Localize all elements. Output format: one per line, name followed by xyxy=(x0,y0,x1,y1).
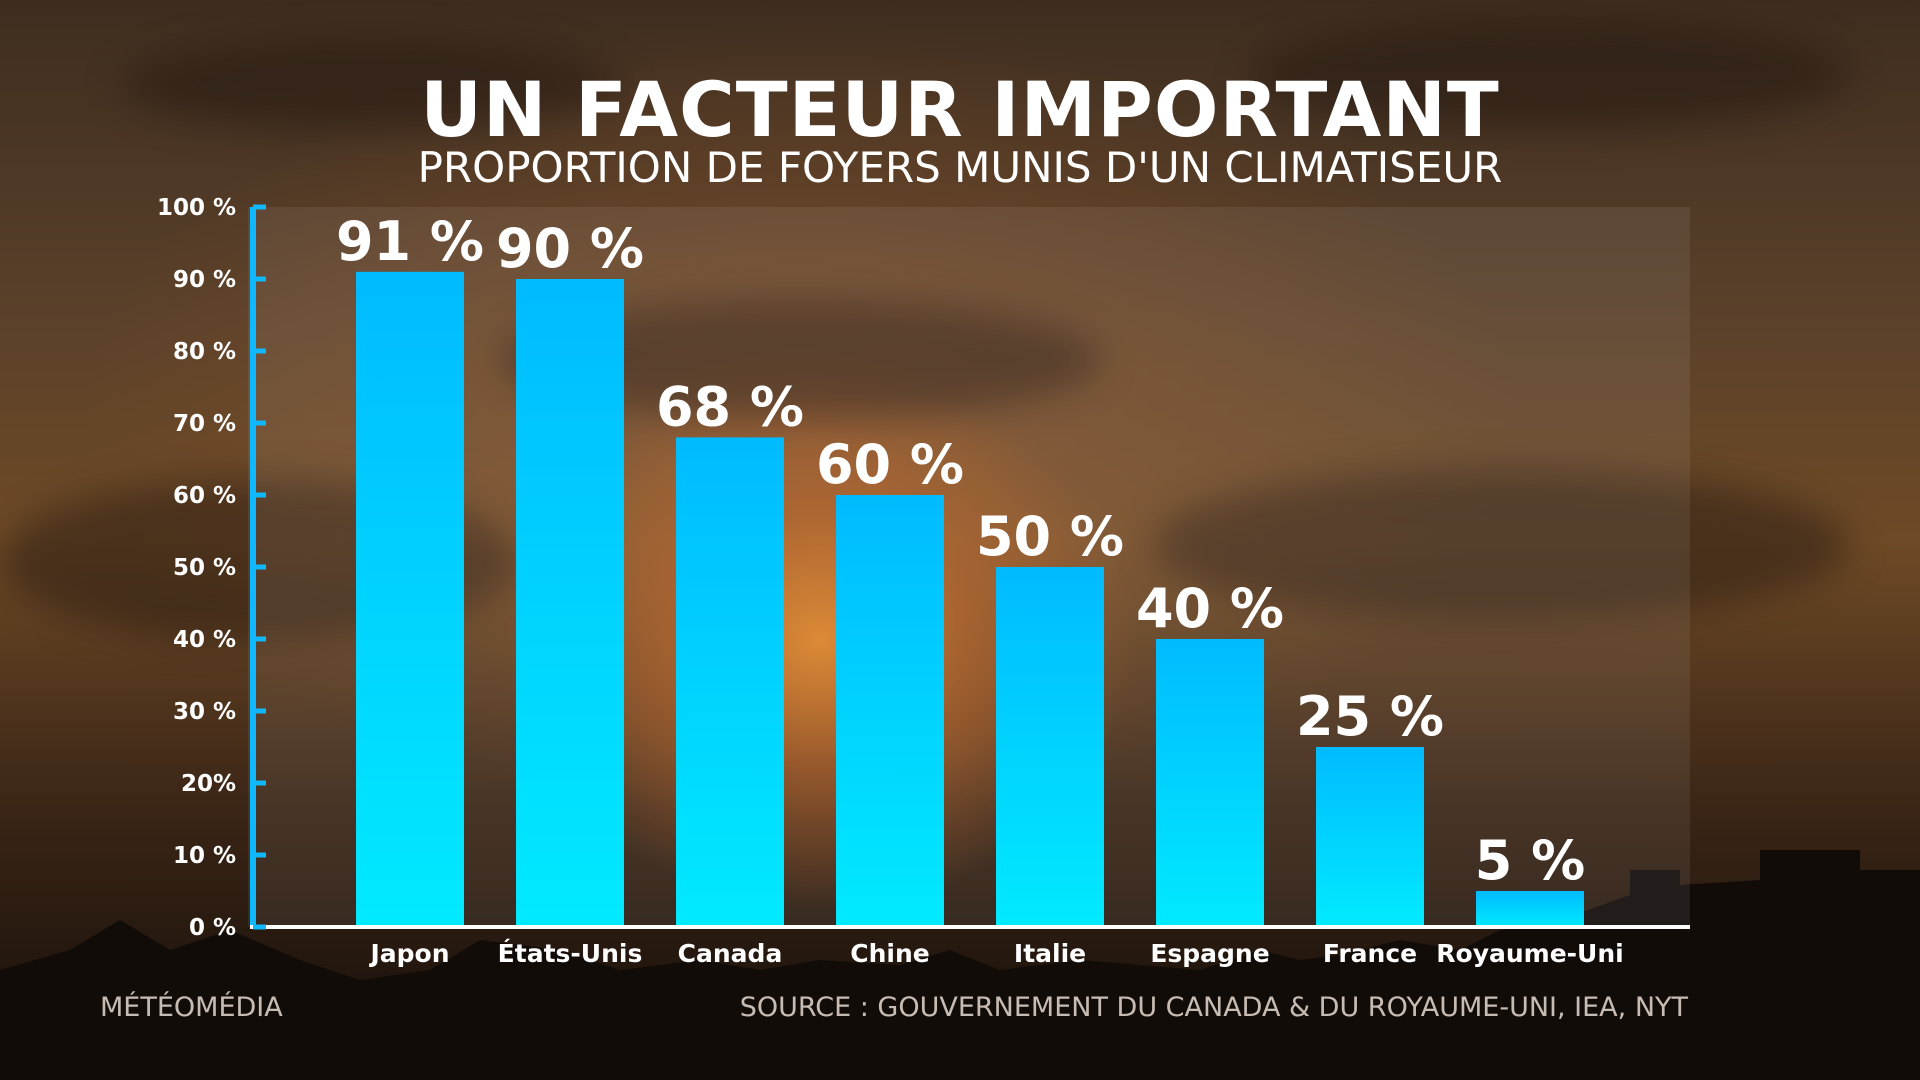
cloud-shape xyxy=(1250,20,1850,130)
bar-value-label: 50 % xyxy=(976,505,1124,568)
x-category-label: Espagne xyxy=(1150,939,1269,968)
bar-japon xyxy=(356,271,464,927)
bar-value-label: 68 % xyxy=(656,375,804,438)
x-category-label: Royaume-Uni xyxy=(1436,939,1623,968)
cloud-shape xyxy=(120,40,620,130)
bar-canada xyxy=(676,437,784,927)
bar-italie xyxy=(996,567,1104,927)
source-credit: SOURCE : GOUVERNEMENT DU CANADA & DU ROY… xyxy=(739,992,1688,1023)
x-category-label: Japon xyxy=(368,939,449,968)
bar-chine xyxy=(836,495,944,927)
bar-value-label: 90 % xyxy=(496,217,644,280)
bar--tats-unis xyxy=(516,279,624,927)
bar-france xyxy=(1316,747,1424,927)
y-tick-label: 70 % xyxy=(173,411,236,437)
y-tick-label: 50 % xyxy=(173,555,236,581)
bar-royaume-uni xyxy=(1476,891,1584,927)
bar-value-label: 40 % xyxy=(1136,577,1284,640)
y-tick-label: 80 % xyxy=(173,339,236,365)
y-tick-label: 30 % xyxy=(173,699,236,725)
bar-espagne xyxy=(1156,639,1264,927)
brand-logo-text: MÉTÉOMÉDIA xyxy=(100,992,283,1023)
cloud-shape xyxy=(1150,470,1850,620)
x-category-label: Canada xyxy=(678,939,783,968)
y-tick-label: 90 % xyxy=(173,267,236,293)
x-category-label: Chine xyxy=(850,939,929,968)
chart-subtitle: PROPORTION DE FOYERS MUNIS D'UN CLIMATIS… xyxy=(417,143,1503,192)
y-tick-label: 100 % xyxy=(157,195,236,221)
bar-value-label: 60 % xyxy=(816,433,964,496)
y-tick-label: 10 % xyxy=(173,843,236,869)
y-tick-label: 40 % xyxy=(173,627,236,653)
plot-area xyxy=(248,207,1690,927)
x-category-label: Italie xyxy=(1014,939,1086,968)
city-skyline-silhouette xyxy=(0,850,1920,1080)
y-tick-label: 60 % xyxy=(173,483,236,509)
bar-value-label: 91 % xyxy=(336,210,484,273)
bar-value-label: 5 % xyxy=(1475,829,1585,892)
chart-title: UN FACTEUR IMPORTANT xyxy=(420,65,1500,154)
bar-value-label: 25 % xyxy=(1296,685,1444,748)
x-category-label: France xyxy=(1323,939,1417,968)
y-tick-label: 0 % xyxy=(189,915,236,941)
y-tick-label: 20% xyxy=(181,771,236,797)
x-category-label: États-Unis xyxy=(498,939,643,968)
